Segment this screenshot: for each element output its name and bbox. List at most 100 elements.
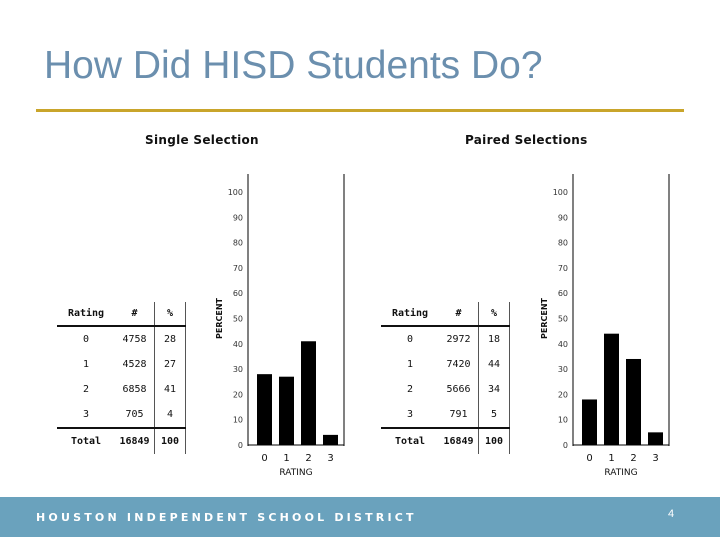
x-tick-label: 2: [305, 453, 311, 464]
table-header-count: #: [439, 302, 479, 327]
table-cell: 100: [154, 427, 186, 454]
slide-title: How Did HISD Students Do?: [44, 44, 543, 87]
y-tick-label: 20: [558, 390, 568, 399]
table-row: 0 2972 18: [381, 326, 510, 352]
table-cell: 16849: [115, 427, 155, 454]
table-header-row: Rating # %: [57, 302, 186, 327]
table-cell: Total: [381, 427, 439, 454]
paired-selections-table: Rating # % 0 2972 18 1 7420 44 2 5666 34…: [381, 302, 510, 454]
x-tick-label: 0: [261, 453, 267, 464]
bar: [604, 333, 619, 445]
table-total-row: Total 16849 100: [57, 427, 186, 454]
single-selection-chart: 0 10 20 30 40 50 60 70 80 90 100 PERCENT 0 1 2 3 RATING: [215, 174, 345, 478]
table-cell: 16849: [439, 427, 479, 454]
x-tick-label: 0: [586, 453, 592, 464]
table-row: 2 6858 41: [57, 377, 186, 402]
table-total-row: Total 16849 100: [381, 427, 510, 454]
paired-selections-chart: 0 10 20 30 40 50 60 70 80 90 100 PERCENT 0 1 2 3 RATING: [540, 174, 670, 478]
title-divider: [36, 109, 684, 112]
bar: [301, 341, 316, 445]
table-header-rating: Rating: [381, 302, 439, 327]
x-tick-label: 3: [652, 453, 658, 464]
x-axis-label: RATING: [279, 468, 312, 478]
y-tick-label: 30: [233, 365, 243, 374]
table-cell: 0: [82, 334, 90, 345]
y-tick-label: 50: [233, 315, 243, 324]
y-tick-label: 90: [558, 213, 568, 222]
x-tick-label: 3: [327, 453, 333, 464]
table-cell: 5: [478, 402, 510, 428]
panel-title-single: Single Selection: [145, 133, 259, 147]
y-tick-label: 50: [558, 315, 568, 324]
table-cell: 4758: [115, 326, 155, 352]
bar: [279, 376, 294, 445]
table-cell: 18: [478, 326, 510, 352]
y-tick-label: 70: [233, 264, 243, 273]
single-selection-table: Rating # % 0 4758 28 1 4528 27 2 6858 41…: [57, 302, 186, 454]
y-tick-label: 80: [558, 239, 568, 248]
table-header-row: Rating # %: [381, 302, 510, 327]
table-cell: Total: [57, 427, 115, 454]
table-cell: 7420: [439, 352, 479, 377]
y-axis-label: PERCENT: [540, 297, 549, 339]
y-tick-label: 100: [553, 188, 568, 197]
y-tick-label: 0: [238, 441, 243, 450]
panel-title-paired: Paired Selections: [465, 133, 588, 147]
page-number: 4: [668, 508, 675, 520]
x-tick-label: 2: [630, 453, 636, 464]
table-cell: 4: [154, 402, 186, 428]
x-axis-label: RATING: [604, 468, 637, 478]
table-cell: 1: [406, 359, 414, 370]
table-cell: 41: [154, 377, 186, 402]
y-tick-label: 70: [558, 264, 568, 273]
y-tick-label: 40: [558, 340, 568, 349]
table-cell: 0: [406, 334, 414, 345]
table-cell: 705: [115, 402, 155, 428]
table-cell: 1: [82, 359, 90, 370]
table-cell: 6858: [115, 377, 155, 402]
table-header-percent: %: [478, 302, 510, 327]
table-header-rating: Rating: [57, 302, 115, 327]
x-tick-label: 1: [608, 453, 614, 464]
y-tick-label: 0: [563, 441, 568, 450]
x-tick-label: 1: [283, 453, 289, 464]
table-cell: 34: [478, 377, 510, 402]
table-header-count: #: [115, 302, 155, 327]
table-cell: 2: [406, 384, 414, 395]
table-cell: 791: [439, 402, 479, 428]
table-cell: 100: [478, 427, 510, 454]
table-row: 2 5666 34: [381, 377, 510, 402]
y-tick-label: 40: [233, 340, 243, 349]
y-tick-label: 10: [233, 416, 243, 425]
table-cell: 3: [406, 409, 414, 420]
bar: [626, 358, 641, 445]
y-tick-label: 100: [228, 188, 243, 197]
table-cell: 3: [82, 409, 90, 420]
bar: [323, 434, 338, 445]
table-cell: 44: [478, 352, 510, 377]
table-cell: 5666: [439, 377, 479, 402]
table-cell: 28: [154, 326, 186, 352]
y-tick-label: 10: [558, 416, 568, 425]
y-tick-label: 60: [558, 289, 568, 298]
y-tick-label: 20: [233, 390, 243, 399]
bar: [582, 399, 597, 445]
table-row: 0 4758 28: [57, 326, 186, 352]
footer-organization: HOUSTON INDEPENDENT SCHOOL DISTRICT: [36, 511, 417, 524]
y-tick-label: 90: [233, 213, 243, 222]
table-row: 1 7420 44: [381, 352, 510, 377]
footer-bar: [0, 497, 720, 537]
y-tick-label: 30: [558, 365, 568, 374]
y-tick-label: 60: [233, 289, 243, 298]
table-cell: 2972: [439, 326, 479, 352]
table-cell: 2: [82, 384, 90, 395]
y-axis-label: PERCENT: [215, 297, 224, 339]
table-row: 1 4528 27: [57, 352, 186, 377]
bar: [648, 432, 663, 445]
table-header-percent: %: [154, 302, 186, 327]
table-row: 3 791 5: [381, 402, 510, 428]
table-cell: 27: [154, 352, 186, 377]
bar: [257, 374, 272, 445]
y-tick-label: 80: [233, 239, 243, 248]
table-cell: 4528: [115, 352, 155, 377]
